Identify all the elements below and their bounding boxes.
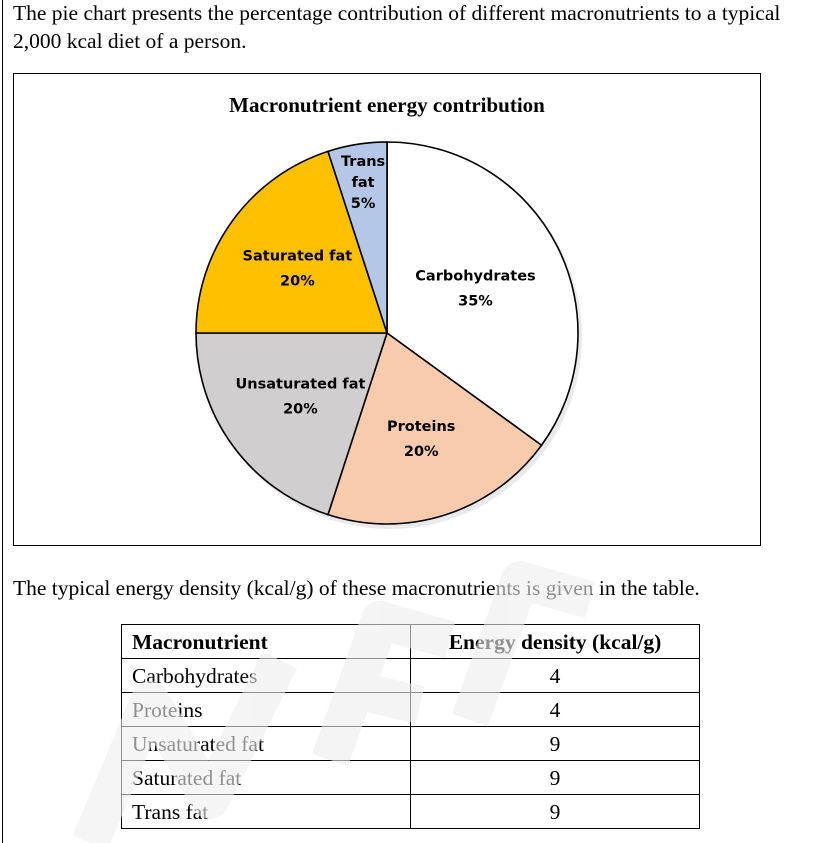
pie-slice-label: Trans fat 5% [341, 154, 385, 212]
pie-slice-label-line: 20% [404, 444, 439, 460]
pie-slice-label-line: Saturated fat [243, 248, 353, 264]
table-row: Carbohydrates 4 [121, 658, 700, 693]
table-intro-paragraph: The typical energy density (kcal/g) of t… [13, 576, 700, 600]
pie-slice-label: Unsaturated fat 20% [236, 376, 366, 417]
table-row: Trans fat 9 [121, 794, 700, 829]
pie-chart: Macronutrient energy contribution Carboh… [195, 93, 582, 529]
cell-macronutrient: Unsaturated fat [121, 726, 411, 761]
chart-title: Macronutrient energy contribution [229, 93, 545, 117]
cell-energy-density: 9 [410, 794, 700, 829]
pie-chart-frame: Macronutrient energy contribution Carboh… [13, 73, 761, 546]
table-row: Proteins 4 [121, 692, 700, 727]
cell-macronutrient: Saturated fat [121, 760, 411, 795]
pie-slice-label-line: 5% [351, 196, 376, 212]
pie-slice-label: Proteins 20% [387, 419, 455, 460]
pie-slice-label-line: 35% [458, 293, 493, 309]
pie-slice-label-line: fat [352, 175, 375, 191]
pie-slice-carbohydrates [386, 141, 579, 447]
pie-slice-label-line: Carbohydrates [415, 268, 535, 284]
cell-energy-density: 9 [410, 726, 700, 761]
pie-slice-label-line: Proteins [387, 419, 455, 435]
table-row: Saturated fat 9 [121, 760, 700, 795]
energy-density-table: Macronutrient Energy density (kcal/g) Ca… [121, 624, 700, 829]
pie-slice-label-line: Unsaturated fat [236, 376, 366, 392]
cell-energy-density: 9 [410, 760, 700, 795]
left-margin-rule [2, 0, 3, 843]
cell-macronutrient: Trans fat [121, 794, 411, 829]
table-row: Unsaturated fat 9 [121, 726, 700, 761]
pie-slice-label-line: 20% [280, 273, 315, 289]
table-header-row: Macronutrient Energy density (kcal/g) [121, 624, 700, 659]
pie-slice-label-line: Trans [341, 154, 385, 170]
cell-energy-density: 4 [410, 692, 700, 727]
header-macronutrient: Macronutrient [121, 624, 411, 659]
pie-slice-label: Carbohydrates 35% [415, 268, 535, 309]
cell-macronutrient: Proteins [121, 692, 411, 727]
header-energy-density: Energy density (kcal/g) [410, 624, 700, 659]
pie-slice-proteins [326, 331, 543, 525]
pie-slice-saturated-fat [195, 150, 389, 334]
pie-slice-label: Saturated fat 20% [243, 248, 353, 289]
cell-macronutrient: Carbohydrates [121, 658, 411, 693]
intro-paragraph: The pie chart presents the percentage co… [13, 1, 781, 53]
pie-slice-label-line: 20% [283, 401, 318, 417]
cell-energy-density: 4 [410, 658, 700, 693]
pie-slice-unsaturated-fat [195, 332, 389, 516]
pie-slice-trans-fat [326, 141, 388, 334]
